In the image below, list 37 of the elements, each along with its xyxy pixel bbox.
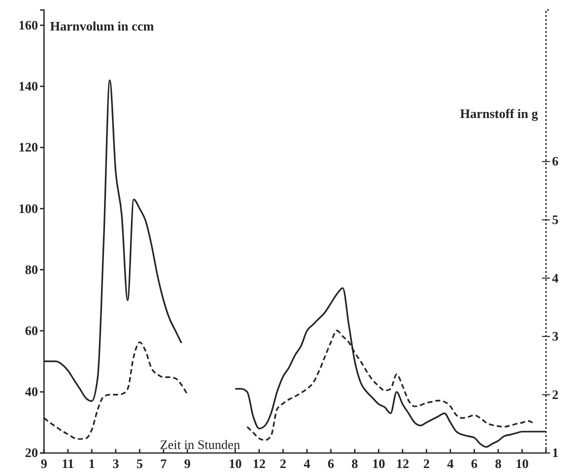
x-tick-label: 9: [40, 456, 48, 472]
x-tick-label: 12: [252, 456, 266, 472]
y-tick-label: 40: [25, 384, 38, 400]
y-tick-label: 100: [18, 200, 38, 216]
x-tick-label: 8: [352, 456, 359, 472]
x-tick-label: 6: [328, 456, 335, 472]
y-tick-label: 120: [18, 140, 38, 155]
x-tick-label: 6: [471, 456, 478, 472]
y2-tick-label: 3: [552, 328, 559, 344]
x-tick-label: 3: [112, 456, 120, 472]
y-tick-label: 140: [18, 78, 38, 94]
x-tick-label: 10: [516, 456, 529, 472]
x-tick-label: 8: [494, 456, 502, 472]
y-tick-label: 160: [18, 17, 38, 32]
y2-axis-title: Harnstoff in g: [460, 106, 538, 121]
x-tick-label: 5: [136, 456, 144, 472]
x-tick-label: 10: [372, 456, 386, 472]
x-tick-label: 12: [396, 456, 410, 472]
x-axis-title: Zeit in Stunden: [160, 437, 241, 452]
x-tick-label: 9: [184, 456, 192, 472]
y2-tick-label: 6: [552, 154, 559, 169]
x-tick-label: 10: [228, 456, 242, 472]
x-tick-label: 4: [304, 456, 311, 472]
y-tick-label: 80: [25, 262, 38, 277]
y2-tick-label: 5: [552, 212, 559, 227]
x-tick-label: 4: [447, 456, 454, 472]
y-axis-title: Harnvolum in ccm: [50, 18, 154, 34]
y2-tick-label: 2: [552, 386, 558, 402]
x-tick-label: 11: [62, 456, 74, 472]
x-tick-label: 2: [280, 456, 286, 472]
y2-tick-label: 4: [552, 270, 559, 286]
y2-tick-label: 1: [552, 445, 558, 460]
y-tick-label: 20: [25, 445, 38, 460]
x-tick-label: 1: [88, 456, 96, 472]
x-tick-label: 7: [160, 456, 168, 472]
x-tick-label: 2: [423, 456, 430, 472]
y-tick-label: 60: [25, 322, 38, 338]
